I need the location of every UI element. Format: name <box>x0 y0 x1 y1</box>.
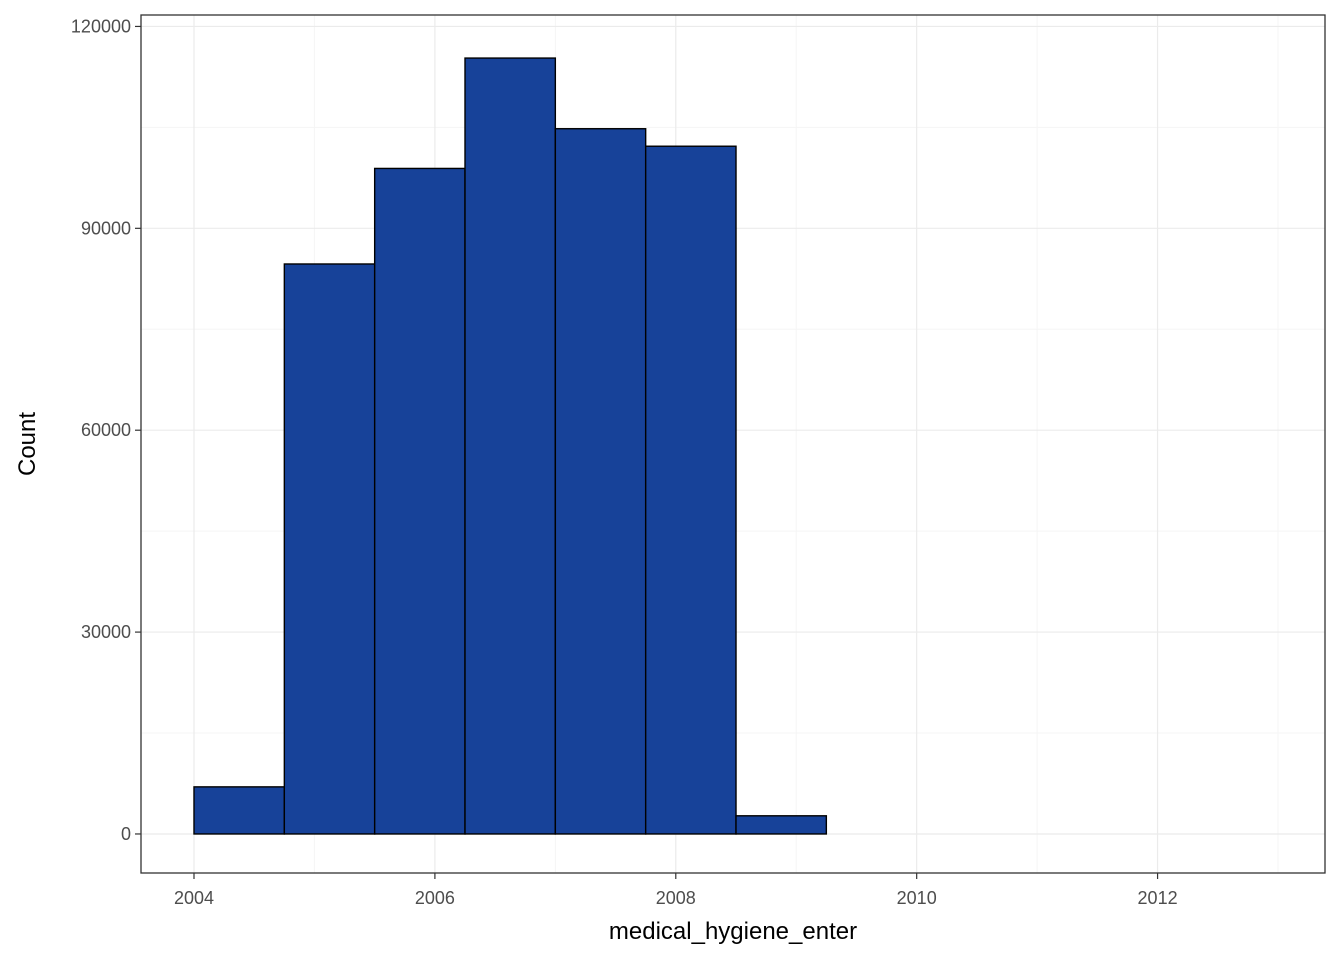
histogram-bar <box>735 815 828 835</box>
histogram-bar <box>644 145 737 835</box>
histogram-bar <box>373 167 466 835</box>
y-axis-ticks: 0 30000 60000 90000 120000 <box>71 16 141 844</box>
x-tick-label: 2004 <box>174 888 214 908</box>
x-tick-label: 2008 <box>656 888 696 908</box>
y-tick-label: 60000 <box>81 420 131 440</box>
histogram-bars <box>193 57 828 835</box>
histogram-bar <box>554 128 647 835</box>
x-tick-label: 2010 <box>897 888 937 908</box>
y-tick-label: 120000 <box>71 16 131 36</box>
histogram-bar <box>193 786 286 835</box>
y-tick-label: 0 <box>121 824 131 844</box>
x-tick-label: 2006 <box>415 888 455 908</box>
y-axis-title: Count <box>14 412 41 476</box>
histogram-bar <box>464 57 557 835</box>
x-axis-ticks: 2004 2006 2008 2010 2012 <box>174 873 1178 908</box>
histogram-bar <box>283 263 376 835</box>
x-tick-label: 2012 <box>1138 888 1178 908</box>
y-tick-label: 30000 <box>81 622 131 642</box>
x-axis-title: medical_hygiene_enter <box>609 918 857 945</box>
y-tick-label: 90000 <box>81 218 131 238</box>
panel-border <box>140 14 1326 874</box>
